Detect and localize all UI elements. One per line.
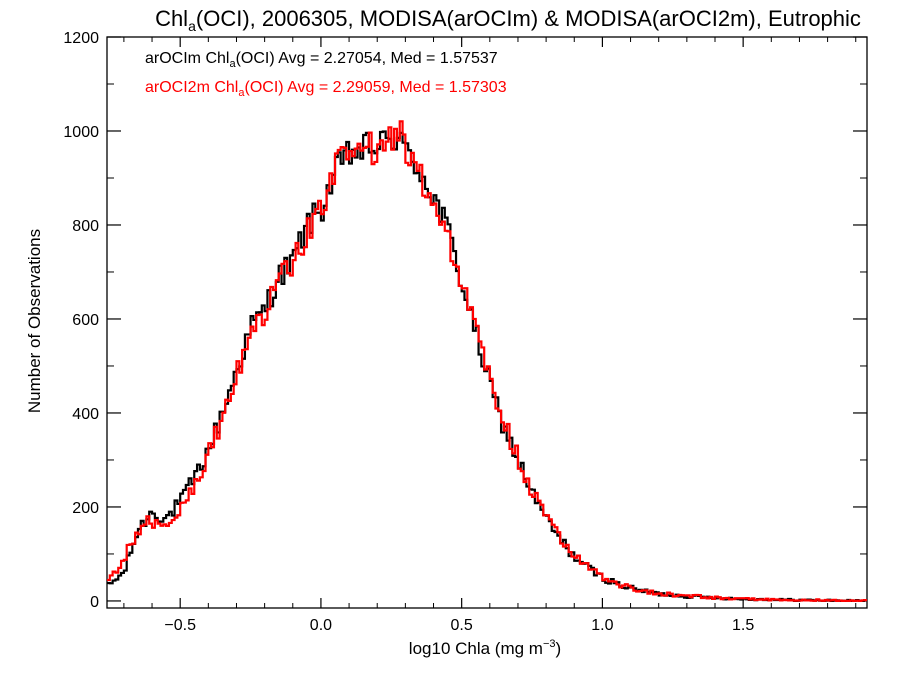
x-tick-label: 1.0 [591,617,613,634]
x-axis-label-close: ) [556,639,562,658]
legend-entry-arocim-subscript: a [229,58,236,70]
y-tick-label: 1200 [63,30,99,47]
legend-entry-arocim-rest: (OCI) Avg = 2.27054, Med = 1.57537 [236,50,498,67]
y-tick-label: 600 [72,312,99,329]
legend-entry-arocl2m-main: arOCI2m Chl [145,79,238,96]
y-tick-label: 1000 [63,124,99,141]
chart-title-subscript: a [188,18,196,34]
y-tick-label: 200 [72,500,99,517]
x-ticks: −0.5 0.0 0.5 1.0 1.5 [123,37,857,634]
legend-entry-arocl2m-subscript: a [238,87,245,99]
legend-entry-arocl2m: arOCI2m Chla(OCI) Avg = 2.29059, Med = 1… [145,79,507,99]
plot-frame [106,36,868,609]
x-tick-label: −0.5 [164,617,196,634]
series-line-arocl2m [107,120,867,603]
legend-entry-arocl2m-rest: (OCI) Avg = 2.29059, Med = 1.57303 [244,79,506,96]
y-tick-label: 800 [72,218,99,235]
chart-title: Chla(OCI), 2006305, MODISA(arOCIm) & MOD… [155,6,861,34]
y-ticks: 0 200 400 600 800 1000 1200 [63,30,867,611]
x-tick-label: 0.5 [451,617,473,634]
x-tick-label: 1.5 [732,617,754,634]
x-axis-label: log10 Chla (mg m−3) [409,638,561,658]
x-axis-label-superscript: −3 [543,638,556,650]
y-tick-label: 0 [90,594,99,611]
y-axis-label: Number of Observations [25,229,44,413]
y-tick-label: 400 [72,406,99,423]
x-tick-label: 0.0 [310,617,332,634]
chart-title-rest: (OCI), 2006305, MODISA(arOCIm) & MODISA(… [196,6,861,31]
x-axis-label-main: log10 Chla (mg m [409,639,543,658]
chart-title-main: Chl [155,6,188,31]
legend-entry-arocim: arOCIm Chla(OCI) Avg = 2.27054, Med = 1.… [145,50,498,70]
legend-entry-arocim-main: arOCIm Chl [145,50,229,67]
